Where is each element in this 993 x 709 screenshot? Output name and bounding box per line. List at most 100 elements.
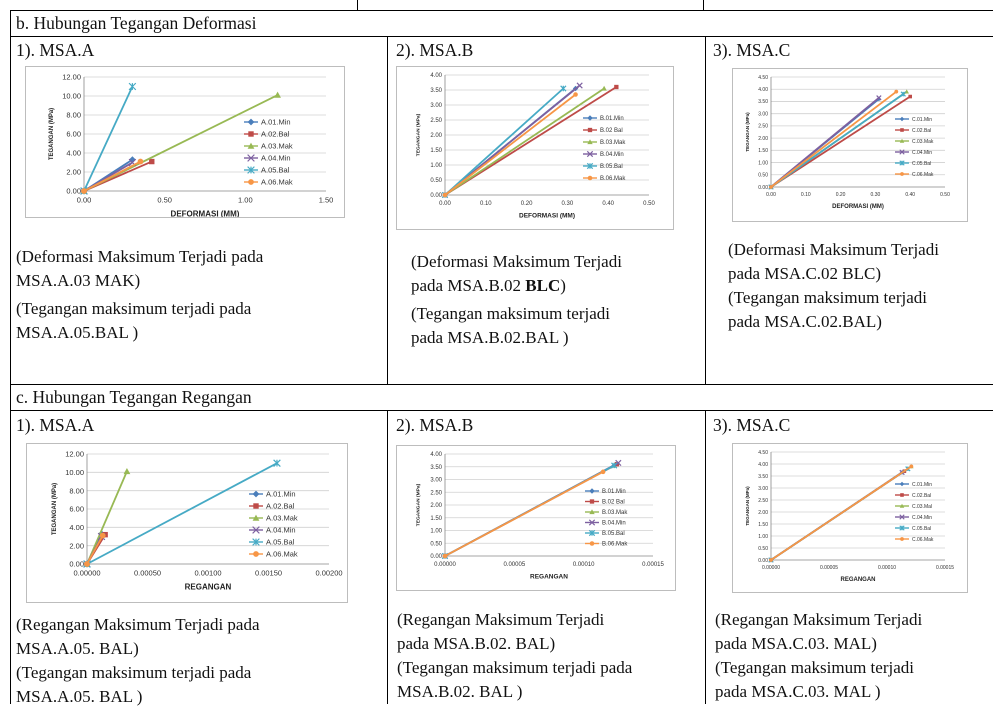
chart-c2-box: 0.00 0.50 1.00 1.50 2.00 2.50 3.00 3.50 4.00 0.00… bbox=[396, 445, 676, 591]
legend-label: B.01.Min bbox=[602, 489, 626, 495]
x-tick-label: 0.50 bbox=[940, 192, 950, 198]
panel-label-c1: 1). MSA.A bbox=[16, 415, 95, 435]
x-tick-label: 0.40 bbox=[905, 192, 915, 198]
x-tick-label: 0.50 bbox=[157, 196, 172, 205]
legend-label: C.05.Bal bbox=[912, 526, 931, 532]
y-tick-label: 10.00 bbox=[65, 468, 84, 477]
rule-top bbox=[10, 10, 993, 11]
x-tick-label: 0.30 bbox=[562, 201, 574, 207]
y-tick-label: 0.00 bbox=[430, 193, 442, 199]
panel-label-c2: 2). MSA.B bbox=[396, 415, 474, 435]
legend-marker bbox=[253, 503, 259, 509]
legend-label: B.05.Bal bbox=[602, 531, 625, 537]
y-tick-label: 10.00 bbox=[62, 92, 81, 101]
legend-marker bbox=[899, 514, 905, 520]
y-tick-label: 2.00 bbox=[66, 168, 81, 177]
data-point bbox=[573, 92, 578, 97]
y-tick-label: 0.00 bbox=[758, 558, 768, 564]
y-tick-label: 1.00 bbox=[430, 163, 442, 169]
rule-b-header bbox=[10, 36, 993, 37]
caption-c1-line3: (Tegangan maksimum terjadi pada bbox=[16, 663, 252, 682]
x-tick-label: 0.00050 bbox=[134, 569, 161, 578]
legend-marker bbox=[900, 493, 904, 497]
data-point bbox=[273, 459, 281, 467]
data-point bbox=[123, 468, 131, 475]
y-tick-label: 1.00 bbox=[758, 160, 768, 166]
caption-c2-line1: (Regangan Maksimum Terjadi bbox=[397, 610, 605, 629]
caption-b3-line2: pada MSA.C.02 BLC) bbox=[728, 264, 881, 283]
legend-marker bbox=[586, 162, 594, 170]
x-tick-label: 0.00015 bbox=[936, 565, 954, 571]
series-line-5 bbox=[83, 86, 134, 192]
legend-label: B.04.Min bbox=[600, 152, 624, 158]
caption-b3-line3: (Tegangan maksimum terjadi bbox=[728, 288, 927, 307]
legend-marker bbox=[247, 118, 255, 126]
legend-label: C.03.Mak bbox=[912, 139, 934, 145]
col-divider-c1 bbox=[387, 410, 388, 704]
x-tick-label: 0.00000 bbox=[434, 562, 456, 568]
legend-marker bbox=[899, 116, 905, 122]
x-tick-label: 0.00200 bbox=[315, 569, 342, 578]
data-point bbox=[876, 95, 882, 101]
panel-label-c3: 3). MSA.C bbox=[713, 415, 791, 435]
legend-marker bbox=[900, 128, 904, 132]
data-point bbox=[908, 94, 912, 99]
legend-label: C.01.Min bbox=[912, 482, 932, 488]
legend-marker bbox=[589, 541, 595, 546]
series-line-6 bbox=[444, 471, 604, 557]
legend-label: A.01.Min bbox=[261, 118, 291, 127]
data-point bbox=[128, 82, 137, 91]
x-tick-label: 0.10 bbox=[801, 192, 811, 198]
y-axis-title: TEGANGAN (MPa) bbox=[415, 483, 421, 526]
y-tick-label: 4.50 bbox=[758, 75, 768, 81]
legend-label: C.06.Mak bbox=[912, 172, 934, 178]
y-tick-label: 4.00 bbox=[758, 462, 768, 468]
legend-label: B.05.Bal bbox=[600, 164, 623, 170]
series-line-6 bbox=[444, 93, 577, 196]
legend-label: A.03.Mak bbox=[261, 142, 293, 151]
section-title-strain: c. Hubungan Tegangan Regangan bbox=[16, 387, 252, 407]
data-point bbox=[769, 558, 773, 562]
legend-marker bbox=[589, 488, 595, 494]
x-tick-label: 0.40 bbox=[602, 201, 614, 207]
y-tick-label: 2.00 bbox=[69, 541, 84, 550]
col-divider-b1 bbox=[387, 36, 388, 384]
series-line-6 bbox=[770, 90, 897, 188]
chart-c2: 0.00 0.50 1.00 1.50 2.00 2.50 3.00 3.50 4.00 0.00… bbox=[415, 452, 664, 581]
series-line-6 bbox=[770, 465, 912, 561]
legend-label: C.04.Min bbox=[912, 150, 932, 156]
legend-label: C.04.Min bbox=[912, 515, 932, 521]
x-axis-title: DEFORMASI (MM) bbox=[832, 204, 884, 210]
legend-label: A.01.Min bbox=[266, 490, 296, 499]
caption-c3-line2: pada MSA.C.03. MAL) bbox=[715, 634, 877, 653]
panel-label-b3: 3). MSA.C bbox=[713, 40, 791, 60]
y-tick-label: 12.00 bbox=[62, 73, 81, 82]
y-tick-label: 0.00 bbox=[69, 560, 84, 569]
data-point bbox=[274, 91, 281, 98]
chart-b1: 0.00 2.00 4.00 6.00 8.00 10.00 12.00 0.00 0.50 1.… bbox=[49, 73, 333, 219]
x-tick-label: 0.10 bbox=[480, 201, 492, 207]
legend-label: A.06.Mak bbox=[266, 550, 298, 559]
caption-c3-line1: (Regangan Maksimum Terjadi bbox=[715, 610, 923, 629]
y-tick-label: 4.50 bbox=[758, 450, 768, 456]
x-axis-title: REGANGAN bbox=[530, 574, 568, 581]
legend-marker bbox=[899, 149, 905, 155]
x-tick-label: 0.20 bbox=[836, 192, 846, 198]
series-line-3 bbox=[444, 87, 605, 196]
y-tick-label: 2.50 bbox=[758, 498, 768, 504]
legend-marker bbox=[252, 490, 260, 498]
y-tick-label: 0.50 bbox=[758, 546, 768, 552]
legend-marker bbox=[588, 519, 596, 526]
caption-b1-line3: (Tegangan maksimum terjadi pada bbox=[16, 299, 252, 318]
legend-marker bbox=[248, 131, 254, 137]
series-line-2 bbox=[444, 86, 617, 196]
data-point bbox=[601, 85, 607, 91]
y-tick-label: 0.50 bbox=[758, 173, 768, 179]
legend-marker bbox=[587, 139, 593, 145]
legend-marker bbox=[899, 160, 905, 166]
x-axis-title: REGANGAN bbox=[185, 583, 232, 592]
legend-marker bbox=[252, 526, 260, 534]
top-tick-2 bbox=[703, 0, 704, 10]
caption-c2-line2: pada MSA.B.02. BAL) bbox=[397, 634, 556, 653]
caption-c2: (Regangan Maksimum Terjadi pada MSA.B.02… bbox=[397, 608, 697, 704]
